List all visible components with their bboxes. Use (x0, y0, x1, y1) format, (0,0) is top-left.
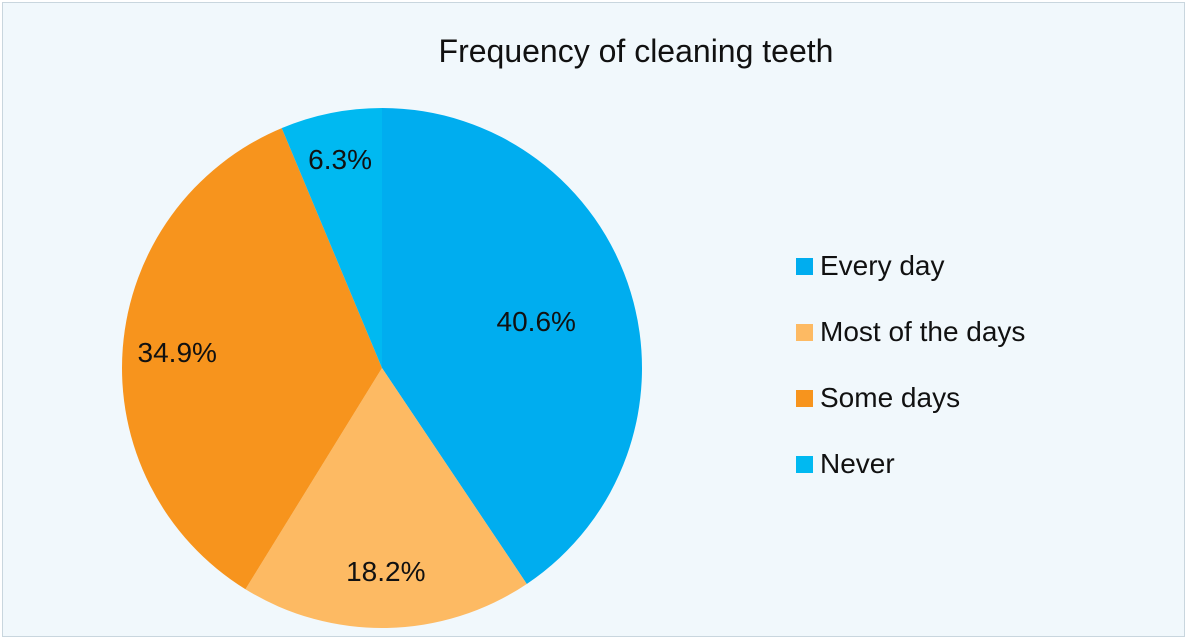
legend-label-every-day: Every day (820, 250, 945, 281)
pie-slices (121, 108, 642, 629)
pie-label-some-days: 34.9% (138, 337, 217, 368)
pie-label-never: 6.3% (308, 144, 372, 175)
pie-slice-labels: 40.6% 18.2% 34.9% 6.3% (138, 144, 576, 587)
legend-swatch-never (796, 456, 813, 473)
legend-swatch-some-days (796, 390, 813, 407)
pie-slice-some-days (121, 128, 383, 590)
pie-slice-never (281, 108, 382, 368)
pie-slice-every-day (382, 108, 642, 584)
pie-slice-most-of-the-days (245, 368, 527, 629)
chart-legend: Every day Most of the days Some days Never (796, 250, 1025, 479)
legend-label-never: Never (820, 448, 895, 479)
legend-swatch-most-of-the-days (796, 324, 813, 341)
legend-label-some-days: Some days (820, 382, 960, 413)
legend-label-most-of-the-days: Most of the days (820, 316, 1025, 347)
chart-title: Frequency of cleaning teeth (439, 33, 834, 69)
legend-swatch-every-day (796, 258, 813, 275)
pie-label-most-of-the-days: 18.2% (346, 556, 425, 587)
pie-label-every-day: 40.6% (497, 306, 576, 337)
